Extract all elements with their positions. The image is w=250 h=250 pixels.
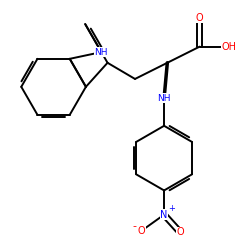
Text: O: O [138, 226, 145, 236]
Text: +: + [168, 204, 175, 213]
Text: NH: NH [157, 94, 171, 103]
Text: OH: OH [221, 42, 236, 52]
Text: O: O [176, 228, 184, 237]
Text: NH: NH [94, 48, 108, 56]
Text: O: O [196, 12, 203, 22]
Text: -: - [132, 221, 136, 231]
Text: N: N [160, 210, 168, 220]
